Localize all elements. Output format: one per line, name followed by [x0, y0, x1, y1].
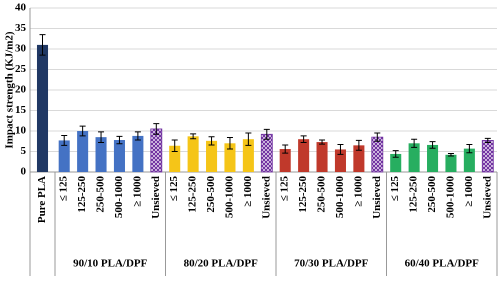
error-bar: [116, 135, 123, 145]
y-tick-label: 5: [21, 145, 27, 157]
error-bar: [374, 132, 381, 142]
error-bar: [429, 141, 436, 149]
x-tick-label: ≤ 125: [279, 176, 291, 202]
bar: [353, 145, 365, 172]
bar: [150, 128, 163, 173]
error-bar: [355, 139, 362, 151]
x-tick-label: ≤ 125: [58, 176, 70, 202]
bar: [36, 44, 49, 172]
y-tick-label: 20: [15, 84, 27, 96]
error-bar: [226, 137, 233, 150]
error-bar: [39, 34, 46, 56]
error-bar: [153, 123, 160, 135]
bar: [316, 142, 328, 172]
error-bar: [61, 135, 68, 146]
x-tick-label: Unsieved: [371, 176, 383, 219]
x-tick-label: ≥ 1000: [242, 176, 254, 207]
y-tick-label: 0: [21, 166, 27, 178]
bar: [298, 139, 310, 172]
x-tick-label: Unsieved: [481, 176, 493, 219]
bar: [463, 148, 475, 172]
bar: [169, 145, 181, 172]
group-label: 60/40 PLA/DPF: [405, 258, 480, 270]
error-bar: [319, 139, 326, 145]
x-tick-label: Unsieved: [150, 176, 162, 219]
error-bar: [282, 144, 289, 154]
error-bar: [411, 138, 418, 148]
x-tick-label: 125-250: [408, 176, 420, 213]
bar: [445, 154, 457, 172]
bar: [206, 140, 218, 172]
y-tick-label: 15: [15, 104, 27, 116]
x-tick-label: 250-500: [316, 176, 328, 213]
error-bar: [484, 137, 491, 143]
error-bar: [79, 125, 86, 137]
x-tick-label: ≥ 1000: [131, 176, 143, 207]
x-tick-label: 250-500: [426, 176, 438, 213]
x-tick-label: 125-250: [76, 176, 88, 213]
y-axis-label: Impact strength (KJ/m2): [4, 31, 16, 148]
x-tick-label: ≤ 125: [389, 176, 401, 202]
bar: [481, 140, 494, 173]
x-tick-label: Unsieved: [260, 176, 272, 219]
bar: [427, 144, 439, 172]
x-tick-label: 500-1000: [444, 176, 456, 219]
bar: [113, 140, 125, 172]
error-bar: [190, 133, 197, 140]
y-tick-label: 10: [15, 125, 27, 137]
bar: [132, 135, 144, 172]
error-bar: [447, 153, 454, 157]
x-tick-label: ≥ 1000: [463, 176, 475, 207]
bar: [371, 136, 384, 173]
error-bar: [300, 135, 307, 143]
x-tick-label: ≥ 1000: [352, 176, 364, 207]
error-bar: [392, 150, 399, 158]
x-tick-label: 125-250: [297, 176, 309, 213]
error-bar: [208, 136, 215, 146]
bar: [187, 136, 199, 172]
bar: [390, 153, 402, 172]
error-bar: [263, 128, 270, 140]
bar: [58, 140, 70, 172]
bar: [260, 133, 273, 173]
bar: [334, 149, 346, 172]
bar: [408, 143, 420, 172]
error-bar: [171, 139, 178, 152]
bar: [279, 149, 291, 172]
error-bar: [466, 144, 473, 154]
x-tick-label: Pure PLA: [36, 176, 48, 223]
y-tick-label: 30: [15, 43, 27, 55]
x-tick-label: 125-250: [187, 176, 199, 213]
bar: [224, 143, 236, 172]
y-tick-label: 40: [15, 2, 27, 14]
group-label: 90/10 PLA/DPF: [73, 258, 148, 270]
error-bar: [337, 144, 344, 155]
error-bar: [134, 131, 141, 141]
y-tick-label: 35: [15, 22, 27, 34]
error-bar: [245, 132, 252, 146]
bar: [95, 137, 107, 172]
group-label: 70/30 PLA/DPF: [294, 258, 369, 270]
x-tick-label: ≤ 125: [168, 176, 180, 202]
x-tick-label: 500-1000: [223, 176, 235, 219]
x-tick-label: 500-1000: [334, 176, 346, 219]
bar: [242, 139, 254, 172]
x-tick-label: 250-500: [205, 176, 217, 213]
bar: [77, 131, 89, 172]
x-tick-label: 500-1000: [113, 176, 125, 219]
error-bar: [98, 131, 105, 143]
x-tick-label: 250-500: [95, 176, 107, 213]
group-label: 80/20 PLA/DPF: [184, 258, 259, 270]
y-tick-label: 25: [15, 63, 27, 75]
